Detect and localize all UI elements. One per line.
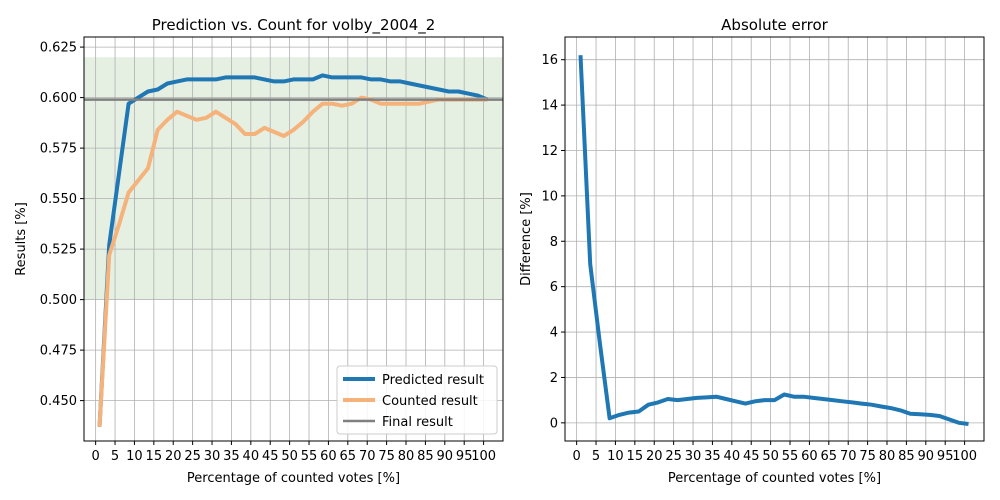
y-tick-label: 2 (550, 371, 558, 386)
x-tick-label: 30 (685, 449, 702, 464)
y-tick-label: 8 (550, 235, 558, 250)
x-tick-label: 45 (262, 449, 279, 464)
y-tick-label: 0.550 (40, 192, 77, 207)
x-tick-label: 5 (592, 449, 600, 464)
legend-label-final: Final result (382, 415, 453, 430)
y-tick-label: 0.575 (40, 142, 77, 157)
x-tick-label: 5 (111, 449, 119, 464)
y-tick-label: 0.625 (40, 41, 77, 56)
x-tick-layer: 0 5 10 15 20 25 30 35 40 45 50 55 60 65 70 75 80 85 90 9510… (91, 441, 496, 464)
x-tick-label: 10 (607, 449, 624, 464)
x-tick-label: 65 (821, 449, 838, 464)
x-tick-label: 55 (301, 449, 318, 464)
x-tick-label: 70 (359, 449, 376, 464)
x-tick-label: 100 (471, 449, 496, 464)
x-tick-label: 15 (627, 449, 644, 464)
y-tick-label: 12 (541, 144, 558, 159)
grid-layer (565, 37, 984, 441)
y-axis-label: Difference [%] (519, 192, 534, 286)
x-tick-label: 90 (437, 449, 454, 464)
x-tick-label: 30 (204, 449, 221, 464)
y-tick-label: 0.450 (40, 394, 77, 409)
series-line-predicted-result (97, 73, 489, 428)
y-tick-layer: 0.450 0.475 0.500 0.525 0.550 0.575 0.600 0.625 (40, 41, 84, 409)
x-tick-label: 20 (646, 449, 663, 464)
legend-box (336, 365, 498, 435)
series-line-error (578, 55, 969, 426)
legend-label-predicted: Predicted result (382, 373, 484, 388)
series-layer (578, 55, 969, 426)
legend: Predicted result Counted result Final re… (336, 365, 498, 435)
x-tick-label: 75 (859, 449, 876, 464)
x-tick-layer: 0 5 10 15 20 25 30 35 40 45 50 55 60 65 70 75 80 85 90 9510… (572, 441, 977, 464)
x-tick-label: 45 (743, 449, 760, 464)
x-tick-label: 95 (937, 449, 954, 464)
y-tick-label: 0.475 (40, 344, 77, 359)
chart-prediction-vs-count: 0 5 10 15 20 25 30 35 40 45 50 55 60 65 70 75 80 85 90 9510… (14, 16, 504, 486)
y-tick-label: 0 (550, 416, 558, 431)
y-tick-label: 14 (541, 99, 558, 114)
plot-area-background (565, 37, 984, 441)
x-tick-label: 0 (572, 449, 580, 464)
x-tick-label: 80 (398, 449, 415, 464)
x-tick-label: 15 (146, 449, 163, 464)
x-axis-label: Percentage of counted votes [%] (668, 471, 881, 486)
x-axis-label: Percentage of counted votes [%] (187, 471, 400, 486)
x-tick-label: 40 (724, 449, 741, 464)
series-layer (84, 73, 503, 428)
x-tick-label: 85 (417, 449, 434, 464)
y-tick-label: 0.600 (40, 91, 77, 106)
x-tick-label: 60 (320, 449, 337, 464)
x-tick-label: 35 (223, 449, 240, 464)
x-tick-label: 55 (782, 449, 799, 464)
y-tick-label: 10 (541, 189, 558, 204)
x-tick-label: 95 (456, 449, 473, 464)
y-axis-label: Results [%] (14, 202, 29, 276)
x-tick-label: 85 (898, 449, 915, 464)
chart-title: Prediction vs. Count for volby_2004_2 (152, 16, 436, 35)
y-tick-label: 16 (541, 53, 558, 68)
x-tick-label: 60 (801, 449, 818, 464)
y-tick-label: 4 (550, 326, 558, 341)
x-tick-label: 80 (879, 449, 896, 464)
x-tick-label: 25 (184, 449, 201, 464)
chart-absolute-error: 0 5 10 15 20 25 30 35 40 45 50 55 60 65 70 75 80 85 90 9510… (519, 16, 985, 486)
x-tick-label: 40 (243, 449, 260, 464)
plot-frame (564, 36, 985, 442)
x-tick-label: 75 (378, 449, 395, 464)
x-tick-label: 50 (281, 449, 298, 464)
x-tick-label: 50 (762, 449, 779, 464)
y-tick-label: 0.525 (40, 243, 77, 258)
chart-title: Absolute error (721, 16, 828, 34)
x-tick-label: 20 (165, 449, 182, 464)
y-tick-layer: 0 2 4 6 8 10 12 14 16 (541, 53, 565, 431)
y-tick-label: 6 (550, 280, 558, 295)
legend-label-counted: Counted result (382, 394, 478, 409)
x-tick-label: 0 (91, 449, 99, 464)
x-tick-label: 25 (665, 449, 682, 464)
x-tick-label: 90 (918, 449, 935, 464)
plot-frame (83, 36, 504, 442)
x-tick-label: 100 (952, 449, 977, 464)
series-line-counted-result (97, 95, 488, 428)
x-tick-label: 65 (340, 449, 357, 464)
x-tick-label: 70 (840, 449, 857, 464)
x-tick-label: 10 (126, 449, 143, 464)
x-tick-label: 35 (704, 449, 721, 464)
y-tick-label: 0.500 (40, 293, 77, 308)
